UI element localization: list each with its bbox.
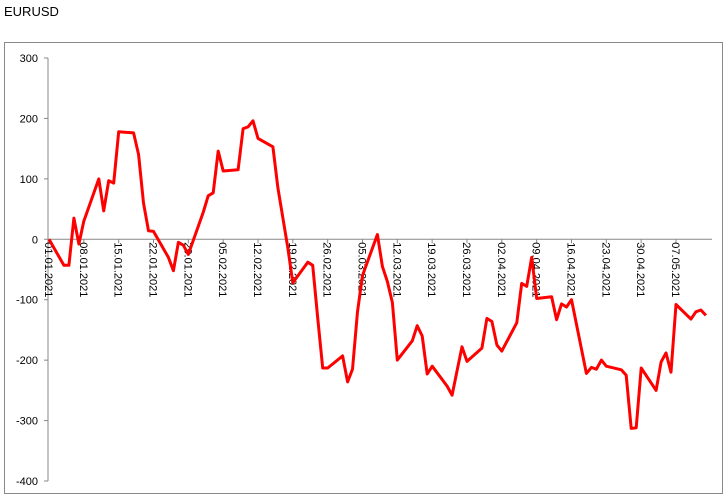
y-tick-label: -400	[16, 476, 38, 488]
x-tick-label: 26.02.2021	[321, 242, 333, 297]
y-tick-label: -100	[16, 295, 38, 307]
x-tick-label: 05.02.2021	[216, 242, 228, 297]
x-tick-label: 30.04.2021	[634, 242, 646, 297]
x-tick-label: 15.01.2021	[112, 242, 124, 297]
y-tick-label: -300	[16, 416, 38, 428]
x-tick-label: 16.04.2021	[565, 242, 577, 297]
x-tick-label: 19.03.2021	[425, 242, 437, 297]
y-tick-label: 100	[20, 174, 38, 186]
y-tick-label: -200	[16, 355, 38, 367]
y-tick-label: 0	[32, 234, 38, 246]
x-tick-label: 23.04.2021	[599, 242, 611, 297]
x-tick-label: 01.01.2021	[42, 242, 54, 297]
x-tick-label: 12.02.2021	[251, 242, 263, 297]
y-tick-label: 300	[20, 53, 38, 65]
x-tick-label: 08.01.2021	[77, 242, 89, 297]
x-tick-label: 09.04.2021	[530, 242, 542, 297]
x-tick-label: 29.01.2021	[181, 242, 193, 297]
x-tick-label: 02.04.2021	[495, 242, 507, 297]
chart-border	[4, 42, 723, 494]
x-tick-label: 22.01.2021	[147, 242, 159, 297]
chart-title: EURUSD	[4, 4, 59, 19]
y-tick-label: 200	[20, 113, 38, 125]
x-tick-label: 05.03.2021	[356, 242, 368, 297]
x-tick-label: 26.03.2021	[460, 242, 472, 297]
x-tick-label: 07.05.2021	[669, 242, 681, 297]
data-line	[47, 119, 708, 430]
x-tick-label: 12.03.2021	[390, 242, 402, 297]
